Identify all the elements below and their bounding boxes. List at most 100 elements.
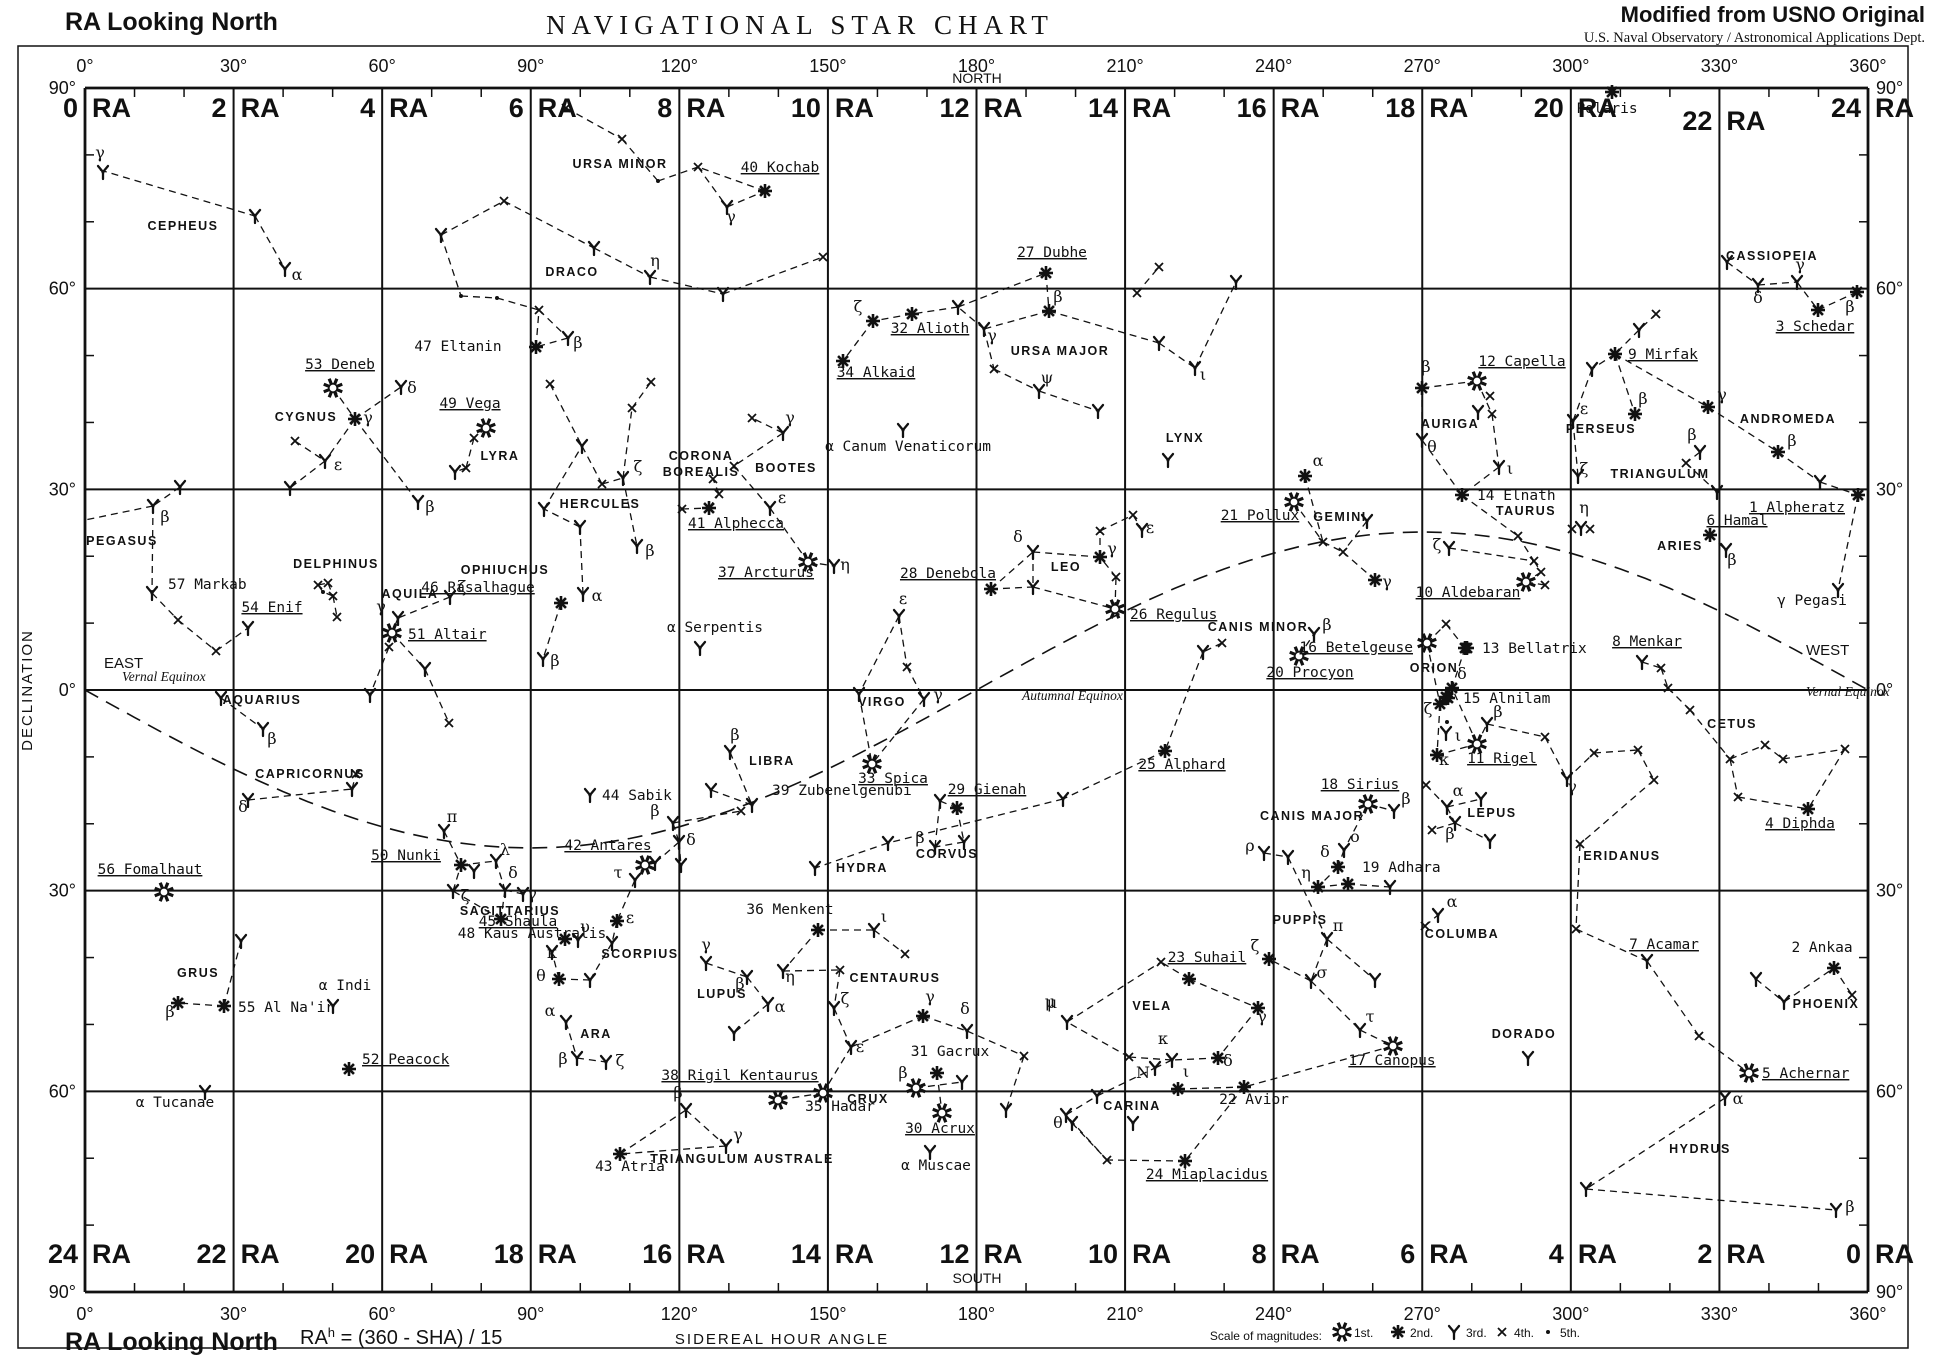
greek-letter-label: ε xyxy=(778,488,786,507)
star-label: 42 Antares xyxy=(564,838,651,854)
greek-letter-label: β xyxy=(915,828,924,847)
greek-letter-label: β xyxy=(1401,789,1410,808)
star-mag2 xyxy=(1771,445,1785,459)
nav-star xyxy=(862,754,882,774)
greek-letter-label: θ xyxy=(1427,437,1437,456)
star-mag5 xyxy=(656,179,660,183)
greek-letter-label: η xyxy=(840,555,850,574)
star-label: 36 Menkent xyxy=(746,902,833,918)
svg-text:30°: 30° xyxy=(49,479,76,499)
svg-text:EAST: EAST xyxy=(104,655,143,672)
nav-star xyxy=(950,801,964,815)
star-label: 51 Altair xyxy=(408,627,487,643)
greek-letter-label: η xyxy=(1579,498,1589,517)
svg-text:22: 22 xyxy=(1682,106,1712,136)
nav-star xyxy=(1635,654,1649,671)
svg-text:0°: 0° xyxy=(59,680,76,700)
star-mag4 xyxy=(1663,683,1673,693)
star-mag3 xyxy=(957,834,971,851)
star-label: 9 Mirfak xyxy=(1628,347,1698,363)
star-mag3 xyxy=(643,269,657,286)
star-mag4 xyxy=(1421,780,1431,790)
constellation-label: OPHIUCHUS xyxy=(461,563,550,577)
star-mag1 xyxy=(906,1078,926,1098)
constellation-label: DELPHINUS xyxy=(293,557,379,571)
greek-letter-label: μ xyxy=(1047,993,1057,1012)
star-mag2 xyxy=(1368,573,1382,587)
greek-letter-label: β xyxy=(160,507,169,526)
svg-text:60°: 60° xyxy=(49,279,76,299)
svg-text:RA: RA xyxy=(1132,1239,1171,1269)
star-mag3 xyxy=(699,955,713,972)
svg-text:90°: 90° xyxy=(517,1304,544,1324)
constellation-label: LYRA xyxy=(481,449,520,463)
star-mag3 xyxy=(1383,879,1397,896)
svg-text:4: 4 xyxy=(360,93,375,123)
star-mag3 xyxy=(1257,845,1271,862)
star-label: 52 Peacock xyxy=(362,1052,450,1068)
star-mag3 xyxy=(1387,803,1401,820)
constellation-label: GRUS xyxy=(177,966,219,980)
ecliptic-line xyxy=(84,531,1869,849)
nav-star xyxy=(1178,1154,1192,1168)
greek-letter-label: δ xyxy=(1013,527,1023,546)
star-mag4 xyxy=(1154,262,1164,272)
star-mag3 xyxy=(599,1054,613,1071)
svg-text:18: 18 xyxy=(494,1239,524,1269)
nav-star xyxy=(1341,877,1355,891)
star-mag4 xyxy=(1733,792,1743,802)
star-mag3 xyxy=(1813,474,1827,491)
constellation-label: CANIS MAJOR xyxy=(1260,809,1364,823)
greek-letter-label: η xyxy=(785,967,795,986)
star-mag3 xyxy=(719,1138,733,1155)
star-mag4 xyxy=(1571,924,1581,934)
star-mag3 xyxy=(776,425,790,442)
star-mag3 xyxy=(1574,520,1588,537)
greek-letter-label: β xyxy=(267,729,276,748)
nav-star xyxy=(1284,492,1304,512)
nav-star xyxy=(745,797,759,814)
star-mag3 xyxy=(1337,842,1351,859)
star-label: 40 Kochab xyxy=(741,160,820,176)
star-mag4 xyxy=(597,479,607,489)
source-note: Modified from USNO Original xyxy=(1621,2,1925,27)
star-mag4 xyxy=(499,196,509,206)
star-label: 56 Fomalhaut xyxy=(98,862,203,878)
star-label: 43 Atria xyxy=(595,1159,665,1175)
legend-star-mag5 xyxy=(1546,1330,1550,1334)
star-mag3 xyxy=(283,480,297,497)
star-label: 28 Denebola xyxy=(900,566,996,582)
svg-text:RA: RA xyxy=(1429,1239,1468,1269)
grid-lines xyxy=(17,45,1909,1349)
star-mag3 xyxy=(1229,274,1243,291)
star-mag3 xyxy=(630,538,644,555)
star-label: 39 Zubenelgenubi xyxy=(772,783,912,799)
star-mag3 xyxy=(1152,335,1166,352)
greek-letter-label: α xyxy=(592,586,603,605)
greek-letter-label: ζ xyxy=(1580,459,1589,478)
greek-letter-label: ζ xyxy=(841,989,850,1008)
constellation-label: TAURUS xyxy=(1496,504,1556,518)
nav-star xyxy=(932,1103,952,1123)
greek-letter-label: α xyxy=(1447,892,1458,911)
nav-star xyxy=(1467,734,1487,754)
star-mag3 xyxy=(437,823,451,840)
star-mag3 xyxy=(561,330,575,347)
star-mag3 xyxy=(628,872,642,889)
nav-star xyxy=(323,378,343,398)
constellation-label: ANDROMEDA xyxy=(1740,412,1836,426)
nav-star xyxy=(811,923,825,937)
star-mag4 xyxy=(1651,309,1661,319)
greek-letter-label: δ xyxy=(960,999,970,1018)
magnitude-legend: 1st. 2nd. 3rd. 4th. 5th. xyxy=(1332,1322,1580,1342)
star-label: 1 Alpheratz xyxy=(1749,500,1845,516)
star-mag4 xyxy=(290,436,300,446)
greek-letter-label: γ xyxy=(701,935,711,954)
nav-star xyxy=(905,307,919,321)
greek-letter-label: β xyxy=(1687,425,1696,444)
nav-star xyxy=(241,620,255,637)
star-mag4 xyxy=(1585,524,1595,534)
svg-text:30°: 30° xyxy=(220,1304,247,1324)
star-mag4 xyxy=(708,474,718,484)
star-mag3 xyxy=(1091,403,1105,420)
